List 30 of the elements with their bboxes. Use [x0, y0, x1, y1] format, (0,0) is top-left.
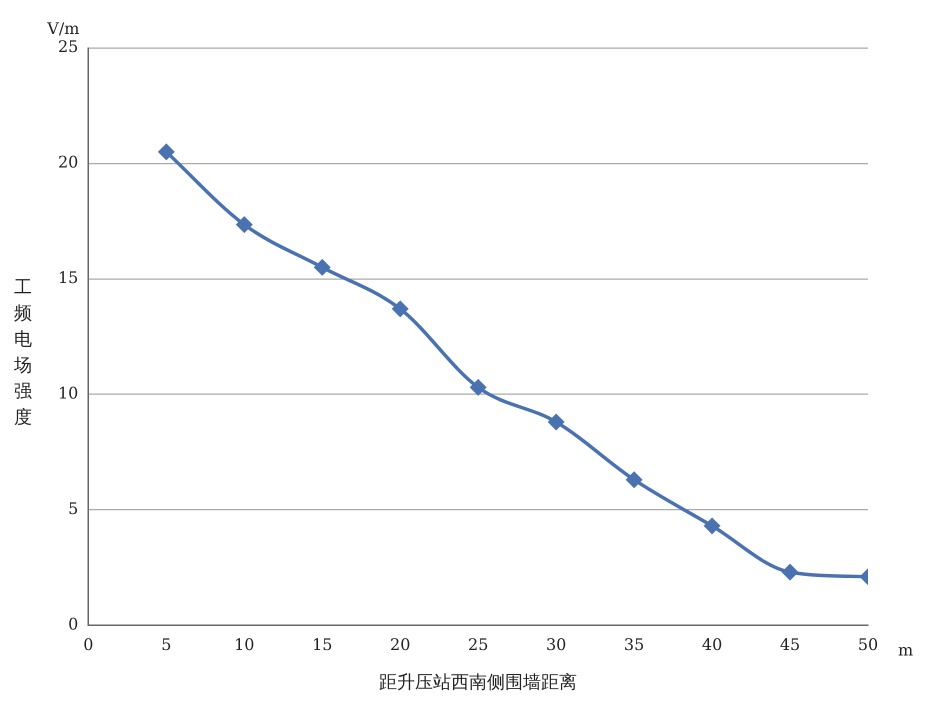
y-axis-title: 工频电场强度 [13, 276, 33, 430]
x-tick-label: 45 [780, 634, 800, 654]
y-tick-label: 5 [68, 498, 78, 518]
x-tick-label: 5 [161, 634, 172, 654]
x-tick-label: 25 [468, 634, 488, 654]
x-tick-label: 20 [390, 634, 410, 654]
point [704, 518, 720, 534]
x-tick-label: 30 [546, 634, 566, 654]
point [392, 301, 408, 317]
y-tick-label: 15 [58, 268, 78, 288]
point [314, 260, 330, 276]
y-tick-label: 20 [58, 152, 78, 172]
point [158, 144, 174, 160]
text: V/m [46, 19, 80, 38]
point [548, 414, 564, 430]
x-tick-label: 10 [234, 634, 254, 654]
x-tick-label: 15 [312, 634, 332, 654]
x-tick-label: 40 [702, 634, 722, 654]
x-tick-label: 35 [624, 634, 644, 654]
y-tick-label: 10 [58, 383, 78, 402]
x-axis-title: 距升压站西南侧围墙距离 [379, 672, 578, 693]
text: m [898, 640, 914, 660]
x-tick-label: 0 [83, 634, 94, 654]
point [626, 472, 642, 488]
point [470, 380, 486, 396]
point [236, 216, 252, 232]
x-tick-label: 50 [858, 634, 878, 654]
y-tick-label: 25 [58, 37, 78, 56]
point [782, 564, 798, 580]
y-tick-label: 0 [68, 614, 78, 634]
